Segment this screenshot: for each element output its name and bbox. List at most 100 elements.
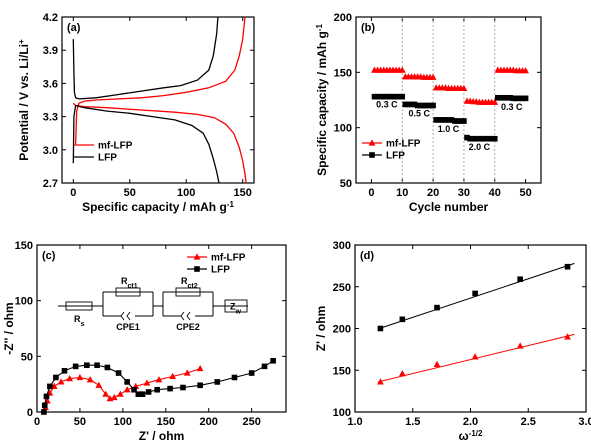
data-point-mf-LFP <box>522 67 529 74</box>
y-tick-label: 3.9 <box>43 45 58 57</box>
data-point-LFP <box>433 117 439 123</box>
plot-frame <box>354 244 587 413</box>
x-tick-label: 30 <box>458 187 470 199</box>
y-tick-label: 50 <box>21 351 33 363</box>
data-point-LFP <box>377 325 384 332</box>
label-cpe1: CPE1 <box>116 322 140 332</box>
data-point-mf-LFP <box>95 381 103 388</box>
y-tick-label: 100 <box>333 407 351 419</box>
data-point-mf-LFP <box>57 378 65 385</box>
panel-a-axes: 0 50 100 150 2.7 3.0 3.3 3.6 3.9 4.2 (a) Specific c… <box>17 12 255 214</box>
data-point-LFP <box>519 95 526 102</box>
data-point-LFP <box>417 102 424 109</box>
data-point-LFP <box>517 276 523 283</box>
data-point-mf-LFP <box>429 73 437 80</box>
y-tick-label: 3.6 <box>43 78 58 90</box>
label-zw: Zw <box>230 302 242 316</box>
x-tick-label: 0 <box>368 187 374 199</box>
data-point-LFP <box>197 382 203 389</box>
data-point-LFP <box>451 118 458 124</box>
y-axis-label: -Z'' / ohm <box>2 302 16 354</box>
data-point-LFP <box>380 93 387 100</box>
data-point-LFP <box>261 363 268 370</box>
x-axis-label: Z' / ohm <box>139 429 185 442</box>
data-point-LFP <box>485 135 492 142</box>
data-point-LFP <box>61 368 68 374</box>
data-point-LFP <box>479 135 486 142</box>
data-point-LFP <box>472 290 478 297</box>
data-point-LFP <box>248 370 255 376</box>
x-tick-label: 150 <box>157 416 175 428</box>
x-tick-label: 20 <box>427 187 439 199</box>
label-rct1: Rct1 <box>121 276 138 290</box>
data-point-LFP <box>41 409 47 415</box>
plot-frame <box>36 244 287 413</box>
data-point-mf-LFP <box>143 379 151 386</box>
data-point-LFP <box>467 135 473 142</box>
y-tick-label: 150 <box>334 67 352 79</box>
data-point-LFP <box>482 135 489 142</box>
data-point-mf-LFP <box>169 372 177 379</box>
data-point-mf-LFP <box>491 98 499 105</box>
data-point-LFP <box>402 101 409 108</box>
data-point-LFP <box>504 94 510 101</box>
rate-label: 0.3 C <box>501 102 523 112</box>
data-point-mf-LFP <box>155 376 163 383</box>
data-point-LFP <box>476 135 483 142</box>
data-point-LFP <box>421 102 427 109</box>
cpe-element <box>120 311 131 321</box>
cpe-element <box>180 311 191 321</box>
equivalent-circuit: Rs Rct1 CPE1 Rct2 CPE2 Zw <box>58 276 248 332</box>
x-tick-label: 100 <box>114 416 132 428</box>
data-point-LFP <box>43 393 50 400</box>
data-point-mf-LFP <box>86 376 94 383</box>
data-point-mf-LFP <box>398 66 406 73</box>
data-point-mf-LFP <box>564 333 571 340</box>
rate-label: 1.0 C <box>438 124 460 134</box>
rate-label: 0.3 C <box>376 100 398 110</box>
legend-marker <box>368 139 376 146</box>
data-point-mf-LFP <box>377 378 384 385</box>
data-point-LFP <box>135 391 142 397</box>
data-point-LFP <box>41 402 48 409</box>
data-point-LFP <box>424 102 430 109</box>
y-tick-label: 50 <box>340 178 352 190</box>
rate-label: 0.5 C <box>408 109 430 119</box>
y-axis-label: Specific capacity / mAh g-1 <box>315 24 330 176</box>
y-tick-label: 3.3 <box>43 112 58 124</box>
data-point-mf-LFP <box>196 364 204 372</box>
panel-label: (b) <box>361 22 375 34</box>
data-point-mf-LFP <box>433 360 441 368</box>
x-axis-label: Specific capacity / mAh g-1 <box>82 200 234 215</box>
y-tick-label: 100 <box>334 123 352 135</box>
data-point-LFP <box>393 93 399 100</box>
legend-marker <box>193 253 201 260</box>
data-point-LFP <box>377 93 384 100</box>
data-point-LFP <box>427 102 433 109</box>
data-point-LFP <box>491 135 498 142</box>
panel-label: (c) <box>42 250 56 262</box>
data-point-LFP <box>214 379 221 385</box>
data-point-LFP <box>473 135 480 142</box>
x-tick-label: 0 <box>70 187 76 199</box>
data-point-LFP <box>399 316 406 323</box>
x-tick-label: 250 <box>242 416 260 428</box>
x-tick-label: 40 <box>489 187 501 199</box>
data-point-LFP <box>72 363 79 370</box>
data-point-LFP <box>510 95 517 102</box>
data-point-mf-LFP <box>398 369 406 377</box>
x-tick-label: 10 <box>396 187 408 199</box>
x-tick-label: 100 <box>177 187 195 199</box>
data-point-mf-LFP <box>471 353 479 360</box>
y-tick-label: 2.7 <box>43 178 58 190</box>
y-tick-label: 300 <box>333 240 351 252</box>
series-line-LFP-charge <box>72 17 219 100</box>
rate-label: 2.0 C <box>469 142 491 152</box>
data-point-LFP <box>414 102 421 109</box>
y-axis-label: Z' / ohm <box>314 306 328 352</box>
data-point-LFP <box>167 385 173 392</box>
data-point-LFP <box>53 374 59 381</box>
y-tick-label: 150 <box>15 240 33 252</box>
data-point-LFP <box>513 95 520 102</box>
panel-c-axes: 0 50 100 150 200 250 0 50 100 150 (c) Z' / ohm -Z'' … <box>2 240 287 442</box>
